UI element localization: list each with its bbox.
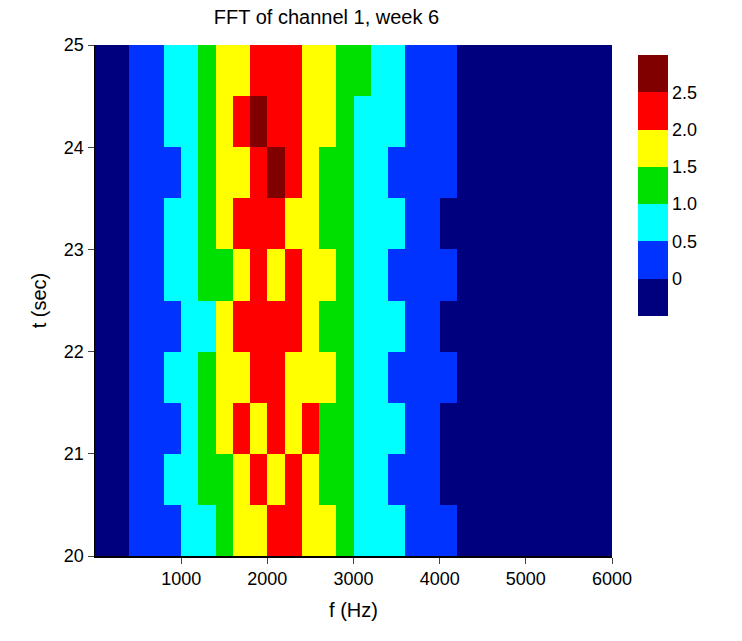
svg-text:1000: 1000 (161, 569, 201, 589)
svg-text:1.5: 1.5 (672, 157, 697, 177)
svg-text:25: 25 (64, 35, 84, 55)
svg-text:20: 20 (64, 546, 84, 566)
svg-text:23: 23 (64, 240, 84, 260)
svg-text:22: 22 (64, 342, 84, 362)
svg-text:0.5: 0.5 (672, 232, 697, 252)
svg-text:21: 21 (64, 444, 84, 464)
svg-text:2.5: 2.5 (672, 83, 697, 103)
svg-text:5000: 5000 (506, 569, 546, 589)
svg-text:1.0: 1.0 (672, 194, 697, 214)
svg-text:2.0: 2.0 (672, 120, 697, 140)
svg-text:4000: 4000 (420, 569, 460, 589)
svg-text:2000: 2000 (247, 569, 287, 589)
svg-text:24: 24 (64, 138, 84, 158)
svg-text:0: 0 (672, 269, 682, 289)
svg-text:3000: 3000 (333, 569, 373, 589)
svg-text:f (Hz): f (Hz) (329, 599, 378, 621)
svg-text:FFT of channel 1, week 6: FFT of channel 1, week 6 (214, 6, 439, 28)
svg-text:t (sec): t (sec) (28, 273, 50, 329)
svg-text:6000: 6000 (592, 569, 632, 589)
